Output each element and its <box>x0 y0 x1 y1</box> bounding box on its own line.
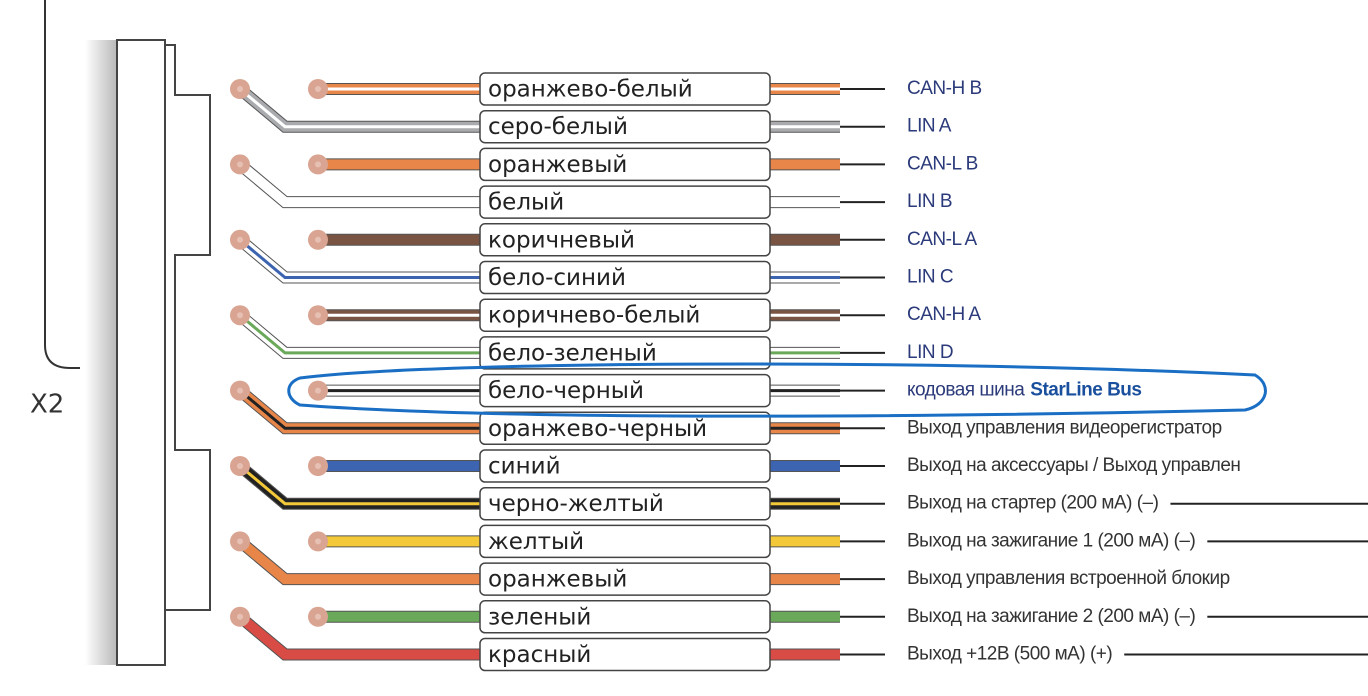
pin-center <box>237 538 243 545</box>
label-box <box>479 373 771 408</box>
wire-description: Выход управления встроенной блокир <box>907 568 1230 589</box>
label-box <box>479 185 771 219</box>
pin-center <box>237 387 243 394</box>
wire-description: Выход на аксессуары / Выход управлен <box>907 455 1240 476</box>
wire-description: LIN A <box>907 116 952 137</box>
pin-center <box>315 538 321 545</box>
wire-label: красный <box>488 642 591 668</box>
label-box <box>479 562 771 596</box>
wire <box>236 160 480 208</box>
label-box <box>479 600 771 634</box>
wire-description: CAN-L A <box>907 229 978 250</box>
wire-description: LIN D <box>907 342 953 363</box>
label-box <box>479 524 771 559</box>
wire-label: коричневый <box>488 227 635 253</box>
wire-description: LIN B <box>907 191 952 212</box>
wire <box>236 612 480 660</box>
wire-description: LIN C <box>907 267 953 288</box>
pin-center <box>315 312 321 319</box>
pin-center <box>315 236 321 243</box>
wire-stripe <box>239 314 480 355</box>
bus-name: StarLine Bus <box>1030 380 1141 401</box>
wire-stripe <box>239 464 480 506</box>
wire-label: черно-желтый <box>488 491 664 517</box>
label-box <box>479 147 771 182</box>
wire-label: серо-белый <box>488 114 628 140</box>
pin-center <box>237 312 243 319</box>
pin-center <box>315 86 321 92</box>
wire <box>236 537 480 585</box>
wire-label: оранжевый <box>488 152 627 178</box>
wire-label: бело-зеленый <box>488 340 657 366</box>
wire-description: CAN-H A <box>907 304 981 325</box>
pin-center <box>315 387 321 394</box>
label-box <box>479 449 771 483</box>
highlight-ellipse <box>287 362 1267 418</box>
pin-center <box>237 236 243 243</box>
pin-center <box>315 463 321 469</box>
wire-label: оранжевый <box>488 567 627 593</box>
wire-label: бело-черный <box>488 378 644 404</box>
wire-stripe <box>239 238 480 279</box>
wire-description: Выход на стартер (200 мА) (–) <box>907 493 1159 514</box>
label-box <box>479 411 771 446</box>
pin-center <box>237 86 243 92</box>
bracket <box>44 0 80 369</box>
wire-description: Выход на зажигание 2 (200 мА) (–) <box>907 606 1195 627</box>
wire-label: белый <box>488 190 564 216</box>
label-box <box>479 486 771 521</box>
wire-label: бело-синий <box>488 265 626 291</box>
label-box <box>479 260 771 295</box>
pin-center <box>237 613 243 620</box>
wire-description: Выход на зажигание 1 (200 мА) (–) <box>907 530 1195 551</box>
wire-label: коричнево-белый <box>488 303 700 329</box>
wire-label: оранжево-черный <box>488 416 707 442</box>
wire-label: зеленый <box>488 604 591 630</box>
label-box <box>479 72 771 106</box>
label-box <box>479 336 771 370</box>
label-box <box>479 223 771 257</box>
wire-description: Выход +12В (500 мА) (+) <box>907 644 1112 665</box>
wire-label: оранжево-белый <box>488 77 693 103</box>
connector-label: X2 <box>30 390 64 420</box>
wire-description: CAN-L B <box>907 153 978 174</box>
wire-label: синий <box>488 454 561 480</box>
label-box <box>479 637 771 672</box>
wire-stripe <box>239 87 480 129</box>
connector-shadow <box>85 40 117 665</box>
label-box <box>479 109 771 144</box>
wire-label: желтый <box>488 529 584 555</box>
label-box <box>479 298 771 332</box>
pin-center <box>237 463 243 469</box>
pin-center <box>315 161 321 168</box>
wire-stripe <box>239 389 480 430</box>
connector-contour <box>165 44 211 611</box>
connector-body <box>116 39 166 666</box>
pin-center <box>237 161 243 168</box>
wire-description: Выход управления видеорегистратор <box>907 417 1222 438</box>
pin-center <box>315 613 321 620</box>
wire-description: CAN-H B <box>907 78 982 99</box>
wire-description: кодовая шина <box>907 380 1025 401</box>
